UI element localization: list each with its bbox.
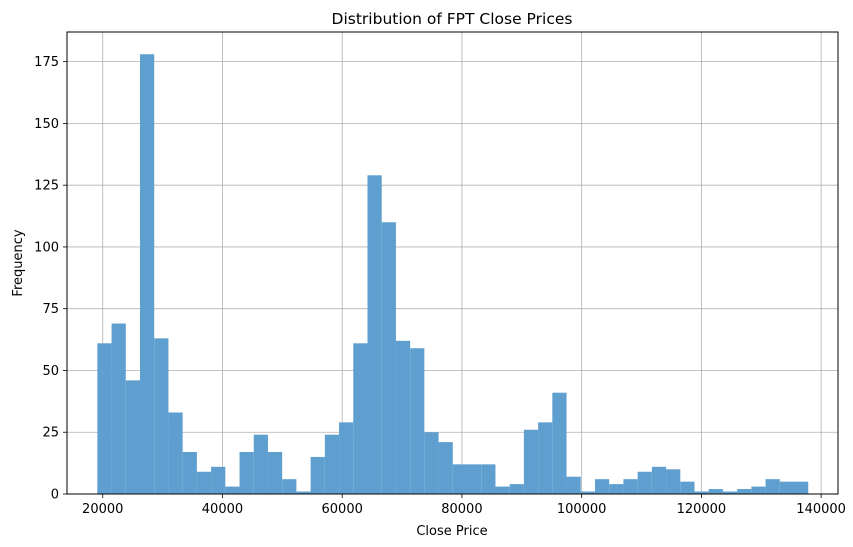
histogram-bar (779, 481, 795, 494)
y-tick-label: 0 (51, 488, 59, 503)
y-tick-label: 25 (42, 426, 59, 441)
histogram-bar (580, 491, 595, 494)
x-tick-label: 120000 (677, 502, 727, 517)
y-tick-label: 125 (34, 179, 59, 194)
histogram-bar (310, 456, 325, 494)
histogram-bar (154, 338, 169, 494)
histogram-bar (168, 412, 183, 494)
histogram-bar (339, 422, 354, 494)
histogram-bar (125, 380, 141, 494)
x-axis-ticks: 20000 40000 60000 80000 100000 120000 140000 (82, 494, 846, 517)
histogram-bar (111, 323, 126, 494)
y-tick-label: 75 (42, 302, 59, 317)
y-tick-label: 150 (34, 117, 59, 132)
histogram-bar (609, 484, 624, 494)
histogram-bar (267, 452, 283, 494)
histogram-bar (708, 489, 723, 494)
histogram-bar (552, 392, 567, 494)
y-tick-label: 50 (42, 364, 59, 379)
y-axis-ticks: 0 25 50 75 100 125 150 175 (34, 55, 67, 503)
x-tick-label: 140000 (796, 502, 846, 517)
histogram-bar (282, 479, 297, 494)
histogram-bar (637, 471, 652, 494)
histogram-bar (225, 486, 240, 494)
histogram-bar (424, 432, 439, 494)
y-tick-label: 100 (34, 240, 59, 255)
axes-frame (66, 31, 839, 495)
histogram-bar (495, 486, 510, 494)
histogram-bar (794, 481, 809, 494)
x-tick-label: 100000 (557, 502, 607, 517)
histogram-bar (452, 464, 468, 494)
x-tick-label: 40000 (202, 502, 243, 517)
x-tick-label: 60000 (322, 502, 363, 517)
histogram-bar (296, 491, 311, 494)
histogram-bar (666, 469, 681, 494)
histogram-bar (353, 343, 368, 494)
histogram-bar (566, 476, 581, 494)
histogram-bar (722, 491, 738, 494)
histogram-bar (97, 343, 112, 494)
histogram-bar (367, 175, 382, 494)
histogram-bar (410, 348, 425, 494)
histogram-bar (694, 491, 709, 494)
histogram-bar (765, 479, 780, 494)
histogram-bar (481, 464, 496, 494)
histogram-bars (97, 54, 809, 495)
chart-title: Distribution of FPT Close Prices (332, 10, 573, 28)
histogram-bar (594, 479, 610, 494)
histogram-bar (182, 452, 197, 494)
x-tick-label: 80000 (441, 502, 482, 517)
histogram-bar (196, 471, 212, 494)
histogram-bar (538, 422, 553, 494)
plot-frame (66, 31, 839, 495)
histogram-bar (395, 340, 411, 494)
histogram-bar (253, 434, 268, 494)
y-tick-label: 175 (34, 55, 59, 70)
histogram-bar (324, 434, 340, 494)
histogram-bar (523, 429, 539, 494)
x-tick-label: 20000 (82, 502, 123, 517)
y-axis-title: Frequency (11, 229, 26, 296)
histogram-bar (211, 466, 226, 494)
plot-area (67, 32, 838, 494)
histogram-bar (239, 452, 254, 494)
histogram-bar (381, 222, 396, 494)
histogram-bar (623, 479, 638, 494)
histogram-bar (509, 484, 524, 494)
histogram-bar (467, 464, 482, 494)
x-axis-title: Close Price (416, 524, 487, 539)
histogram-bar (737, 489, 752, 494)
histogram-bar (751, 486, 766, 494)
histogram-bar (651, 466, 667, 494)
histogram-bar (140, 54, 155, 495)
histogram-bar (438, 442, 453, 494)
histogram-bar (680, 481, 695, 494)
